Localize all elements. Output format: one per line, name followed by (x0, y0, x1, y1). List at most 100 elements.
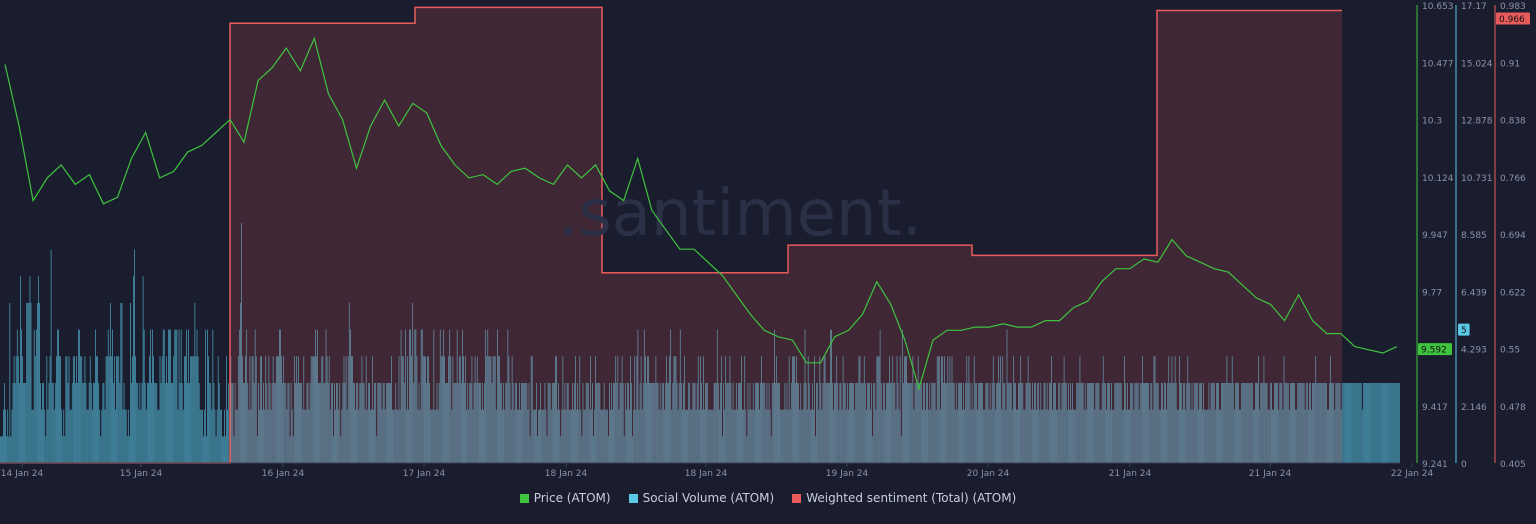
legend-item-social-volume[interactable]: Social Volume (ATOM) (628, 491, 774, 505)
legend-item-sentiment[interactable]: Weighted sentiment (Total) (ATOM) (792, 491, 1016, 505)
volume-bar (214, 409, 216, 463)
volume-bar (745, 409, 747, 463)
volume-bar (840, 382, 842, 463)
volume-bar (315, 329, 316, 463)
volume-bar (714, 382, 716, 463)
volume-bar (1155, 382, 1157, 463)
volume-bar (937, 356, 939, 463)
volume-bar (259, 409, 260, 463)
volume-bar (953, 382, 955, 463)
volume-bar (781, 409, 783, 463)
volume-bar (674, 356, 676, 463)
volume-bar (65, 356, 67, 463)
volume-bar (1351, 382, 1353, 463)
volume-bar (744, 356, 746, 463)
volume-bar (632, 436, 633, 463)
volume-bar (462, 329, 463, 463)
volume-bar (653, 382, 655, 463)
volume-bar (303, 356, 305, 463)
volume-bar (321, 356, 323, 463)
volume-bar (527, 409, 529, 463)
volume-bar (314, 356, 315, 463)
volume-bar (1044, 382, 1046, 463)
volume-bar (1249, 382, 1251, 463)
volume-bar (137, 382, 139, 463)
volume-bar (188, 329, 189, 463)
volume-bar (1151, 382, 1153, 463)
volume-bar (425, 356, 426, 463)
volume-bar (1012, 356, 1014, 463)
volume-bar (1201, 382, 1202, 463)
volume-bar (327, 382, 329, 463)
volume-bar (454, 382, 456, 463)
volume-bar (794, 356, 795, 463)
volume-bar (1209, 409, 1211, 463)
volume-bar (23, 382, 24, 463)
volume-bar (433, 329, 435, 463)
volume-bar (772, 382, 774, 463)
volume-bar (666, 356, 667, 463)
volume-bar (1099, 409, 1101, 463)
volume-bar (180, 329, 182, 463)
volume-bar (542, 409, 544, 463)
volume-bar (827, 382, 829, 463)
volume-bar (1259, 409, 1261, 463)
volume-bar (51, 382, 53, 463)
volume-bar (1075, 409, 1077, 463)
volume-bar (975, 382, 977, 463)
volume-bar (796, 356, 797, 463)
volume-bar (1189, 382, 1191, 463)
volume-bar (1379, 382, 1381, 463)
volume-bar (1010, 382, 1012, 463)
volume-bar (660, 409, 662, 463)
volume-bar (1096, 382, 1098, 463)
volume-bar (286, 409, 288, 463)
volume-bar (1267, 409, 1269, 463)
volume-bar (702, 409, 703, 463)
volume-bar (782, 409, 784, 463)
volume-bar (420, 329, 422, 463)
volume-bar (240, 302, 241, 463)
volume-bar (1087, 382, 1088, 463)
volume-bar (1389, 382, 1391, 463)
price-axis-tick-label: 9.77 (1422, 288, 1442, 298)
volume-bar (194, 302, 196, 463)
volume-bar (872, 436, 874, 463)
price-axis-tick-label: 9.947 (1422, 231, 1448, 241)
volume-bar (1282, 409, 1284, 463)
volume-bar (477, 382, 479, 463)
volume-bar (605, 409, 607, 463)
volume-bar (1070, 382, 1071, 463)
volume-bar (897, 382, 899, 463)
volume-bar (936, 356, 938, 463)
volume-bar (1183, 382, 1184, 463)
volume-bar (1028, 382, 1030, 463)
volume-bar (776, 356, 777, 463)
volume-bar (260, 356, 261, 463)
volume-bar (601, 409, 603, 463)
volume-bar (734, 409, 736, 463)
volume-bar (307, 382, 309, 463)
volume-bar (961, 382, 962, 463)
volume-bar (643, 329, 645, 463)
volume-bar (112, 329, 113, 463)
volume-bar (665, 382, 666, 463)
volume-bar (956, 409, 958, 463)
volume-bar (219, 409, 221, 463)
volume-bar (505, 382, 507, 463)
volume-bar (1339, 382, 1341, 463)
volume-bar (25, 382, 27, 463)
volume-bar (1038, 382, 1040, 463)
volume-bar (602, 409, 604, 463)
volume-bar (516, 382, 517, 463)
volume-bar (911, 382, 913, 463)
volume-bar (1366, 382, 1367, 463)
volume-bar (581, 436, 583, 463)
volume-bar (553, 382, 554, 463)
volume-bar (635, 409, 637, 463)
volume-bar (804, 329, 806, 463)
volume-bar (1233, 409, 1235, 463)
legend-item-price[interactable]: Price (ATOM) (519, 491, 611, 505)
volume-bar (1125, 382, 1126, 463)
volume-bar (532, 409, 534, 463)
